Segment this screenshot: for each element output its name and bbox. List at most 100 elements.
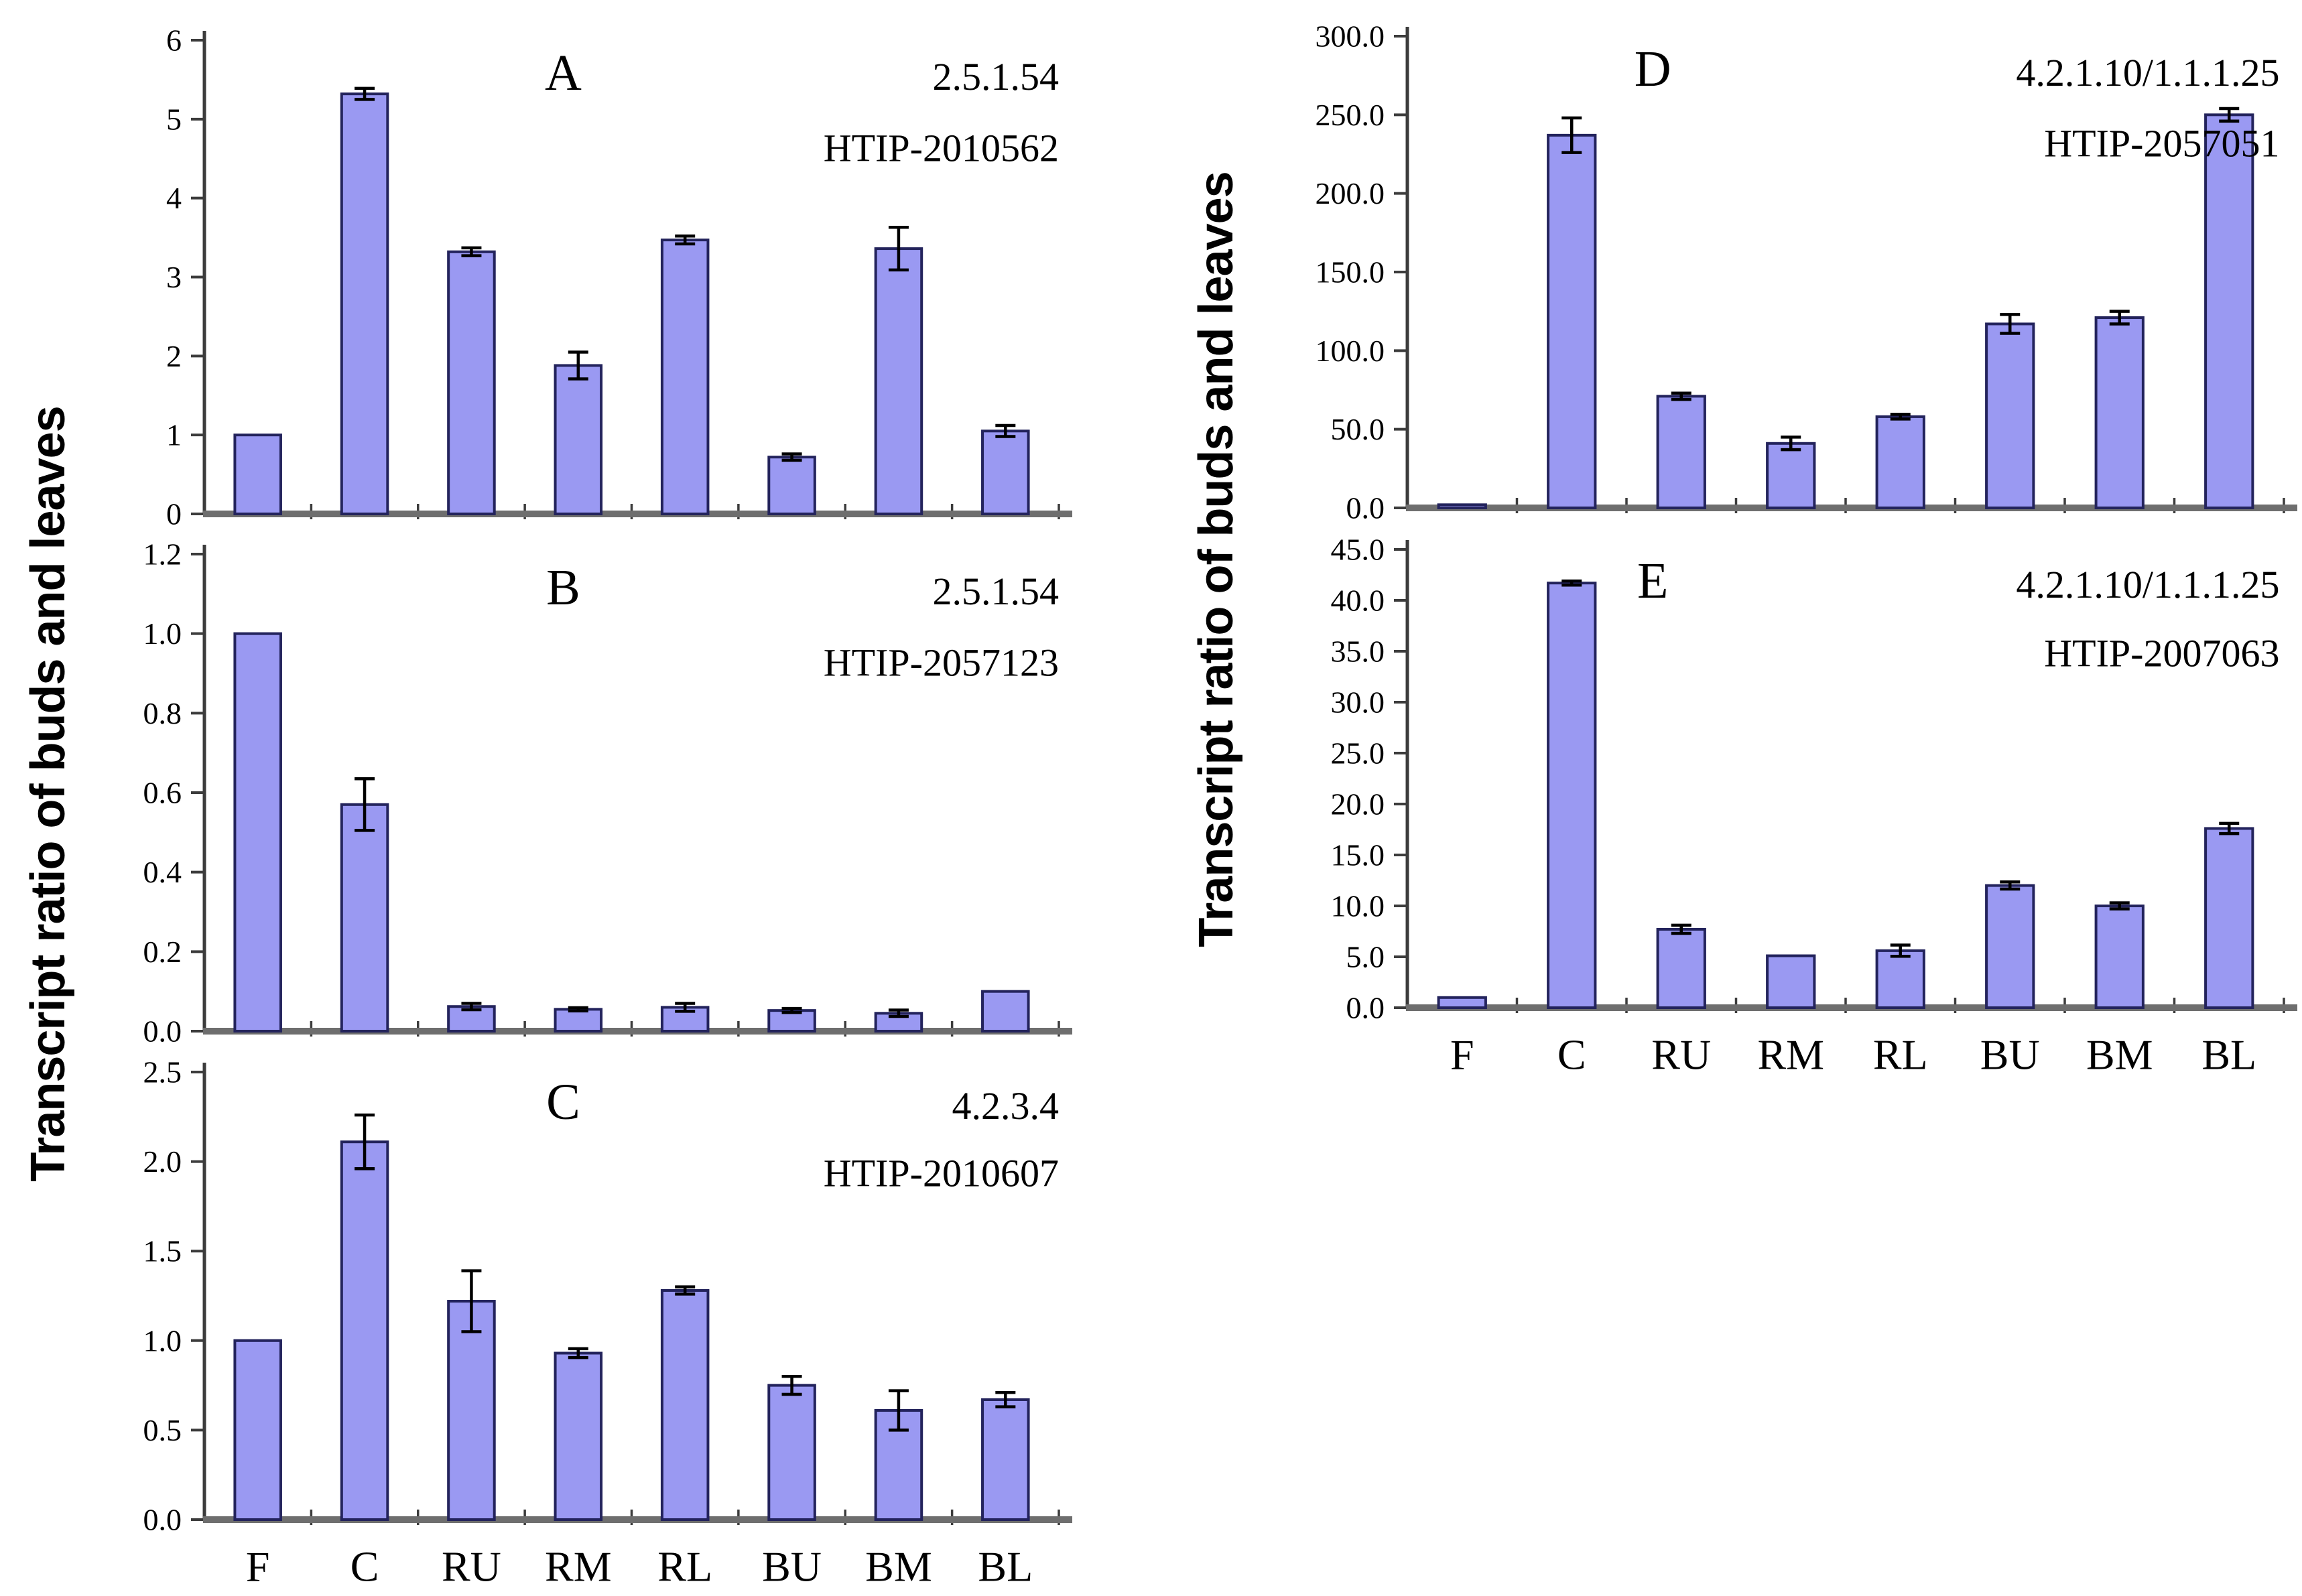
xlabel-C-RU: RU	[442, 1543, 501, 1591]
bar-D-RM	[1766, 442, 1816, 510]
ytick-label-E-10.0: 10.0	[1331, 889, 1385, 923]
bar-D-BM	[2094, 316, 2145, 509]
panel-ec-number-D: 4.2.1.10/1.1.1.25	[2016, 51, 2279, 94]
ytick-label-A-5: 5	[166, 102, 182, 136]
ytick-label-B-0.2: 0.2	[143, 935, 182, 969]
bar-C-F	[233, 1339, 282, 1521]
ytick-label-D-50.0: 50.0	[1331, 412, 1385, 446]
bar-D-BL	[2204, 113, 2254, 510]
panel-ec-number-E: 4.2.1.10/1.1.1.25	[2016, 563, 2279, 606]
bar-A-BM	[874, 247, 923, 515]
left-y-axis-label: Transcript ratio of buds and leaves	[21, 406, 75, 1182]
bar-C-C	[340, 1140, 389, 1521]
ytick-label-B-0.8: 0.8	[143, 696, 182, 730]
ytick-label-E-20.0: 20.0	[1331, 787, 1385, 821]
ytick-label-A-6: 6	[166, 23, 182, 58]
bar-D-BU	[1985, 322, 2035, 509]
panel-probe-id-B: HTIP-2057123	[824, 641, 1059, 685]
ytick-label-E-35.0: 35.0	[1331, 635, 1385, 669]
ytick-label-C-1.5: 1.5	[143, 1234, 182, 1268]
bar-A-BL	[981, 429, 1030, 516]
bar-A-C	[340, 92, 389, 516]
panel-probe-id-D: HTIP-2057051	[2044, 122, 2279, 165]
panel-letter-B: B	[546, 559, 580, 616]
ytick-label-E-0.0: 0.0	[1346, 991, 1385, 1025]
ytick-label-E-40.0: 40.0	[1331, 584, 1385, 618]
ytick-label-A-2: 2	[166, 339, 182, 373]
panel-probe-id-A: HTIP-2010562	[824, 126, 1059, 170]
bar-E-BM	[2094, 905, 2145, 1009]
panel-letter-C: C	[546, 1074, 580, 1130]
ytick-label-C-0.0: 0.0	[143, 1503, 182, 1537]
bar-D-RU	[1656, 395, 1706, 509]
bar-A-RL	[660, 239, 710, 515]
ytick-label-A-0: 0	[166, 497, 182, 531]
bar-B-RM	[554, 1008, 603, 1033]
xlabel-C-RL: RL	[657, 1543, 712, 1591]
xlabel-E-RL: RL	[1873, 1031, 1928, 1079]
xlabel-E-C: C	[1557, 1031, 1586, 1079]
panel-ec-number-A: 2.5.1.54	[933, 55, 1060, 98]
xlabel-E-F: F	[1450, 1031, 1474, 1079]
ytick-label-A-1: 1	[166, 418, 182, 452]
panel-letter-A: A	[545, 45, 582, 101]
ytick-label-C-2.0: 2.0	[143, 1144, 182, 1179]
xlabel-E-BL: BL	[2201, 1031, 2256, 1079]
panel-letter-D: D	[1635, 41, 1671, 97]
bar-A-BU	[767, 456, 816, 515]
ytick-label-B-0.4: 0.4	[143, 855, 182, 889]
ytick-label-B-0.0: 0.0	[143, 1014, 182, 1049]
bar-C-BL	[981, 1398, 1030, 1522]
ytick-label-D-150.0: 150.0	[1316, 255, 1385, 289]
bar-B-BL	[981, 990, 1030, 1033]
panel-probe-id-E: HTIP-2007063	[2044, 631, 2279, 675]
bar-B-F	[233, 632, 282, 1033]
bar-A-F	[233, 434, 282, 516]
panel-ec-number-C: 4.2.3.4	[952, 1084, 1060, 1128]
xlabel-E-RM: RM	[1757, 1031, 1824, 1079]
bar-D-RL	[1875, 415, 1925, 509]
bar-B-C	[340, 803, 389, 1033]
panel-a-chart: 0 1 2 3 4 5 6 A 2.5.1.54 HTIP-2010562	[166, 23, 1072, 531]
ytick-label-E-25.0: 25.0	[1331, 736, 1385, 771]
bar-C-RU	[447, 1300, 496, 1521]
panel-e-chart: 0.0 5.0 10.0 15.0 20.0 25.0 30.0 35.0 40.0 45.0 E 4…	[1331, 533, 2297, 1079]
xlabel-E-BU: BU	[1980, 1031, 2040, 1079]
bar-E-RU	[1656, 927, 1706, 1010]
panel-ec-number-B: 2.5.1.54	[933, 570, 1060, 613]
bar-C-BU	[767, 1384, 816, 1521]
ytick-label-E-30.0: 30.0	[1331, 685, 1385, 720]
ytick-label-D-300.0: 300.0	[1316, 19, 1385, 54]
ytick-label-C-0.5: 0.5	[143, 1413, 182, 1447]
panel-c-chart: 0.0 0.5 1.0 1.5 2.0 2.5 C 4.2.3.4 HTIP-2010607 F C…	[143, 1055, 1072, 1591]
ytick-label-B-0.6: 0.6	[143, 776, 182, 810]
ytick-label-A-3: 3	[166, 260, 182, 294]
bar-E-BU	[1985, 884, 2035, 1009]
panel-probe-id-C: HTIP-2010607	[824, 1151, 1059, 1195]
ytick-label-B-1.2: 1.2	[143, 537, 182, 572]
bar-D-F	[1437, 503, 1487, 509]
xlabel-C-BU: BU	[762, 1543, 822, 1591]
ytick-label-C-1.0: 1.0	[143, 1323, 182, 1357]
ytick-label-D-250.0: 250.0	[1316, 98, 1385, 132]
right-y-axis-label: Transcript ratio of buds and leaves	[1190, 172, 1243, 947]
xlabel-E-RU: RU	[1651, 1031, 1711, 1079]
bar-E-RM	[1766, 954, 1816, 1009]
ytick-label-E-15.0: 15.0	[1331, 838, 1385, 872]
ytick-label-A-4: 4	[166, 181, 182, 215]
bar-A-RM	[554, 364, 603, 515]
xlabel-C-BL: BL	[978, 1543, 1033, 1591]
xlabel-C-BM: BM	[865, 1543, 932, 1591]
ytick-label-D-100.0: 100.0	[1316, 334, 1385, 368]
ytick-label-D-200.0: 200.0	[1316, 176, 1385, 210]
bar-D-C	[1547, 133, 1597, 509]
bar-A-RU	[447, 250, 496, 515]
xlabel-C-C: C	[350, 1543, 379, 1591]
ytick-label-C-2.5: 2.5	[143, 1055, 182, 1089]
panel-b-chart: 0.0 0.2 0.4 0.6 0.8 1.0 1.2 B 2.5.1.54 HTIP-20571…	[143, 537, 1072, 1049]
bar-C-RM	[554, 1351, 603, 1521]
bar-E-C	[1547, 582, 1597, 1010]
panel-letter-E: E	[1637, 553, 1668, 609]
bar-E-F	[1437, 996, 1487, 1009]
